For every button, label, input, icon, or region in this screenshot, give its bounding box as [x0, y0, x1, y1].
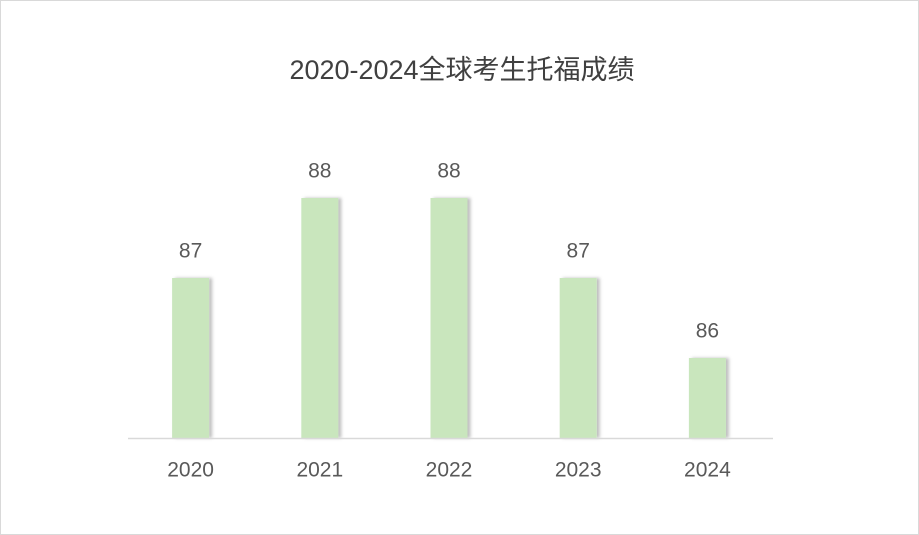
value-label: 86	[696, 320, 719, 343]
x-tick-label: 2024	[684, 459, 731, 482]
bar	[559, 278, 597, 438]
x-tick-label: 2022	[426, 459, 473, 482]
x-tick-label: 2020	[167, 459, 214, 482]
value-label: 87	[179, 240, 202, 263]
value-label: 88	[308, 160, 331, 183]
bar	[430, 198, 468, 438]
x-tick-label: 2023	[555, 459, 602, 482]
value-label: 88	[437, 160, 460, 183]
bar	[301, 198, 339, 438]
bar	[172, 278, 210, 438]
bar	[688, 358, 726, 438]
chart-title: 2020-2024全球考生托福成绩	[289, 55, 634, 85]
x-tick-label: 2021	[296, 459, 343, 482]
value-label: 87	[567, 240, 590, 263]
